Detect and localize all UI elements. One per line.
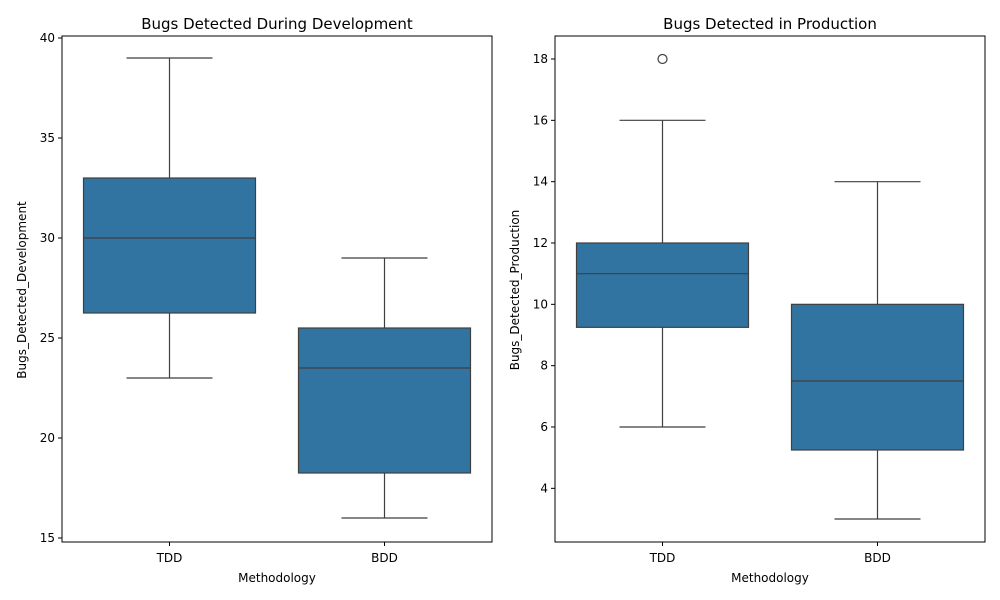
iqr-box [297,327,472,474]
box-tdd [82,57,257,379]
y-tick-label: 6 [540,420,548,434]
x-tick-label: TDD [649,551,676,565]
y-axis-label: Bugs_Detected_Production [508,210,522,371]
y-tick-label: 12 [533,236,548,250]
y-tick-label: 14 [533,175,548,189]
y-tick-label: 15 [40,531,55,545]
y-tick-label: 10 [533,297,548,311]
chart-development: Bugs Detected During Development Methodo… [15,15,493,585]
chart-title: Bugs Detected in Production [663,15,877,33]
y-tick-label: 35 [40,131,55,145]
y-tick-label: 20 [40,431,55,445]
y-tick-label: 18 [533,52,548,66]
chart-production: Bugs Detected in Production Methodology … [508,15,986,585]
outlier-point [657,53,668,65]
y-tick-label: 40 [40,31,55,45]
iqr-box [575,242,750,328]
y-tick-label: 30 [40,231,55,245]
y-tick-label: 4 [540,481,548,495]
x-tick-label: TDD [156,551,183,565]
y-axis-label: Bugs_Detected_Development [15,201,29,379]
x-tick-label: BDD [864,551,891,565]
box-bdd [790,181,965,520]
axes-frame [554,35,986,543]
x-axis-label: Methodology [731,571,809,585]
plot-area: 15 20 25 30 35 40 TDD BDD [40,31,493,565]
y-tick-label: 16 [533,113,548,127]
iqr-box [82,177,257,314]
box-bdd [297,257,472,519]
axes-frame [61,35,493,543]
x-tick-label: BDD [371,551,398,565]
y-tick-label: 8 [540,359,548,373]
box-tdd [575,53,750,428]
x-axis-label: Methodology [238,571,316,585]
iqr-box [790,303,965,451]
plot-area: 4 6 8 10 12 14 16 18 TDD BDD [533,35,986,565]
y-tick-label: 25 [40,331,55,345]
chart-title: Bugs Detected During Development [141,15,413,33]
